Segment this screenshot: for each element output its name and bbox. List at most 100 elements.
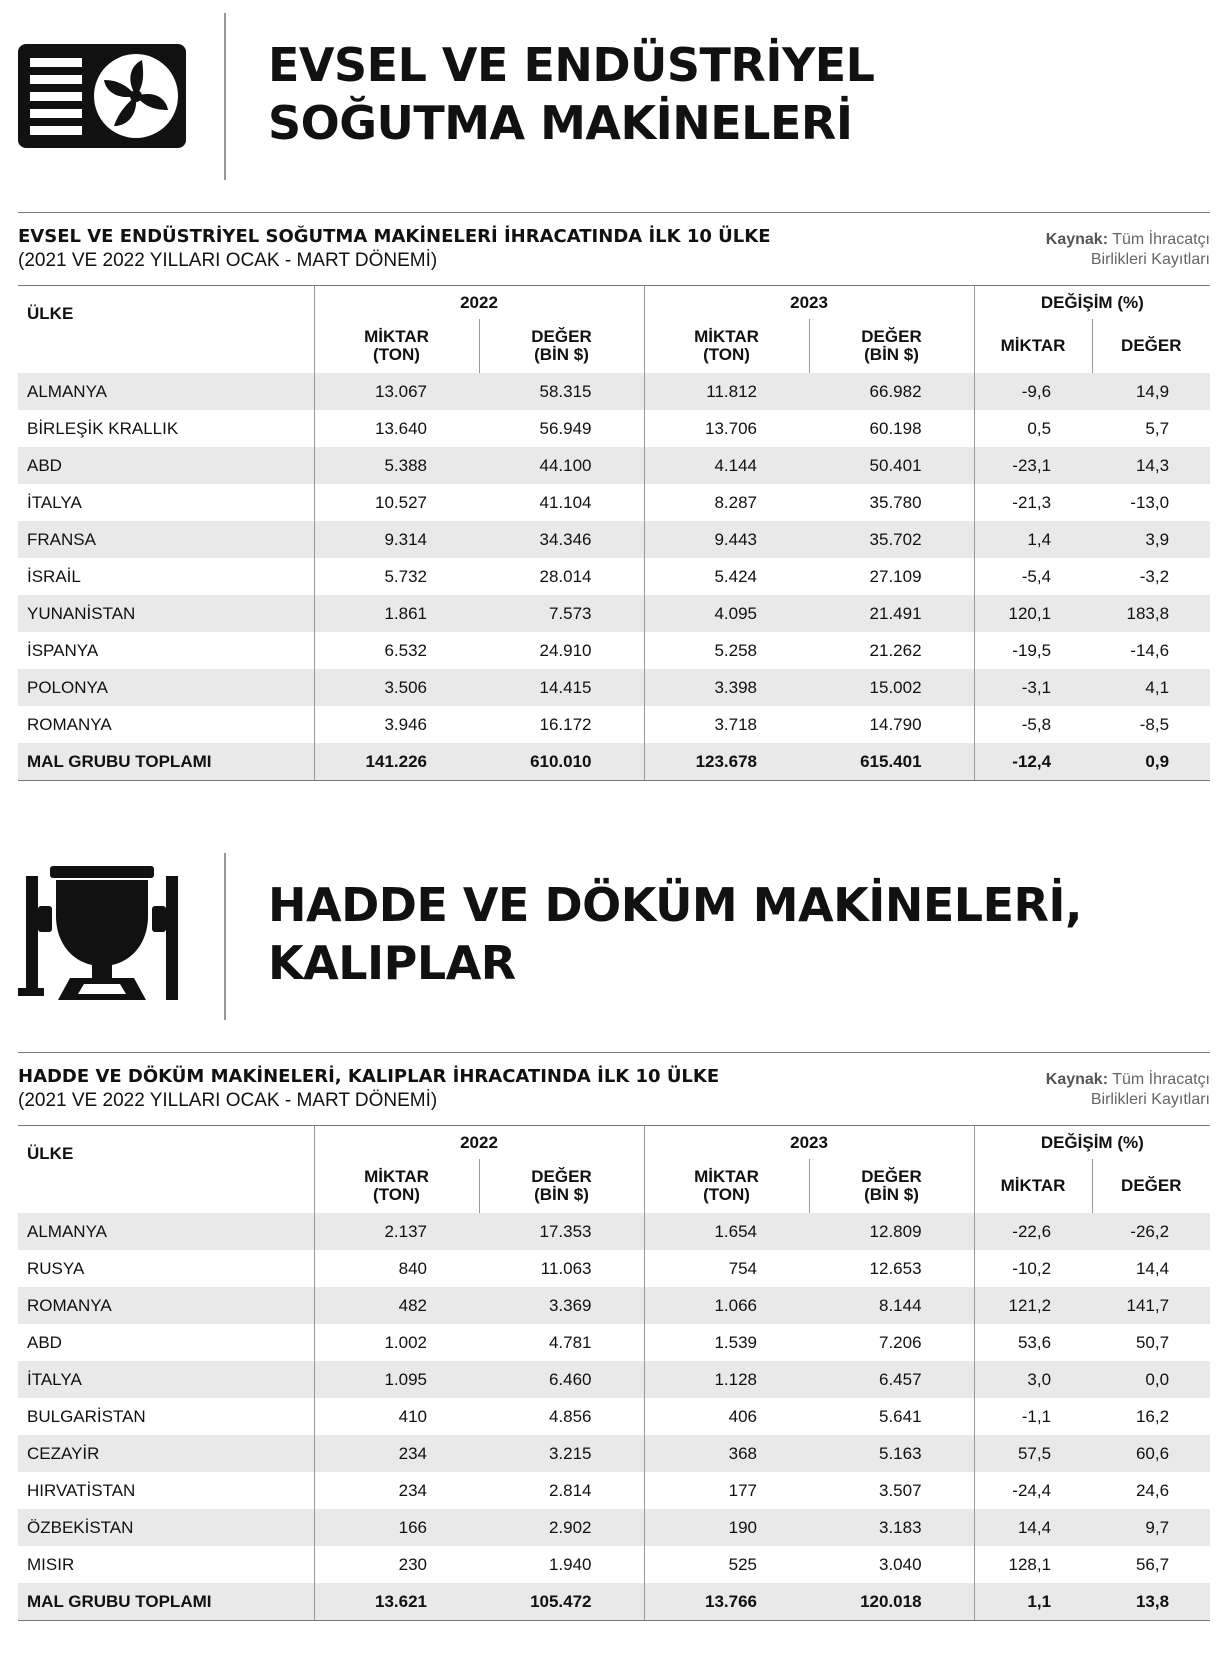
header-row: MİKTAR (TON) DEĞER (BİN $) MİKTAR (TON) DEĞ… [18, 319, 1211, 373]
country: İTALYA [18, 1361, 314, 1398]
table-row: İSPANYA 6.532 24.910 5.258 21.262 -19,5 -14,6 [18, 632, 1210, 669]
country: YUNANİSTAN [18, 595, 314, 632]
cell: 754 [643, 1250, 810, 1287]
cell: 53,6 [973, 1324, 1093, 1361]
cell: 1.095 [313, 1361, 479, 1398]
cell: 120.018 [809, 1583, 975, 1621]
cell: -8,5 [1139, 714, 1170, 734]
data-table: ÜLKE 2022 2023 DEĞİŞİM (%) MİKTAR (TON) DEĞER… [18, 285, 1211, 781]
cell: -5,8 [973, 706, 1093, 743]
cell: 14,3 [1092, 447, 1211, 484]
cell: 13.766 [643, 1583, 810, 1621]
cell: 16,2 [1135, 1406, 1170, 1426]
column-header: MİKTAR [973, 319, 1093, 373]
cell: -1,1 [973, 1398, 1093, 1435]
cell: 5.424 [643, 558, 810, 595]
cell: 5.258 [643, 632, 810, 669]
cell: 9.314 [313, 521, 479, 558]
table-title: HADDE VE DÖKÜM MAKİNELERİ, KALIPLAR İHRA… [18, 1066, 720, 1087]
cell: 14,9 [1092, 373, 1211, 410]
table-row: FRANSA 9.314 34.346 9.443 35.702 1,4 3,9 [18, 521, 1211, 558]
cell: 14.415 [479, 669, 645, 706]
source-label: Kaynak: [1045, 231, 1109, 248]
cell: 1.539 [643, 1324, 810, 1361]
table-row: HIRVATİSTAN 234 2.814 177 3.507 -24,4 24,6 [18, 1472, 1210, 1509]
column-header-text: MİKTAR (TON) [364, 327, 429, 364]
column-header: MİKTAR (TON) [643, 1159, 810, 1213]
cell: 11.812 [643, 373, 810, 410]
table-row: YUNANİSTAN 1.861 7.573 4.095 21.491 120,1 183,… [18, 595, 1211, 632]
cell: 482 [313, 1287, 479, 1324]
cell: 50,7 [1135, 1332, 1170, 1352]
cell: 13.640 [313, 410, 479, 447]
cell: 3.718 [643, 706, 810, 743]
group-header: 2022 [313, 1125, 645, 1159]
cell: 4.781 [548, 1332, 592, 1352]
cell: 141.226 [313, 743, 479, 781]
cell: 21.491 [809, 595, 975, 632]
table-row: İTALYA 10.527 41.104 8.287 35.780 -21,3 -13,0 [18, 484, 1210, 521]
country: MISIR [27, 1554, 75, 1574]
cell: 58.315 [479, 373, 645, 410]
rule [18, 212, 1210, 213]
column-header: MİKTAR [973, 1159, 1093, 1213]
source: Kaynak: Tüm İhracatçı Birlikleri Kayıtlar… [1046, 230, 1210, 270]
country: MAL GRUBU TOPLAMI [18, 743, 314, 781]
cell: -3,1 [973, 669, 1093, 706]
cell: 0,0 [1092, 1361, 1211, 1398]
table-row: ALMANYA 13.067 58.315 11.812 66.982 -9,6 14,9 [18, 373, 1211, 410]
section-title: EVSEL VE ENDÜSTRİYEL SOĞUTMA MAKİNELERİ [268, 36, 875, 152]
country: ALMANYA [18, 1213, 314, 1250]
cell: 368 [643, 1435, 810, 1472]
cell: 16.172 [539, 714, 592, 734]
group-header: DEĞİŞİM (%) [973, 1125, 1211, 1159]
cell: -10,2 [973, 1250, 1093, 1287]
cell: 7.206 [878, 1332, 922, 1352]
cell: 8.287 [643, 484, 810, 521]
cell: 35.780 [869, 492, 922, 512]
cell: 41.104 [539, 492, 592, 512]
column-header: DEĞER (BİN $) [478, 319, 645, 373]
cell: 4,1 [1092, 669, 1211, 706]
cell: 1.002 [313, 1324, 479, 1361]
group-header: 2023 [643, 285, 975, 319]
country: ABD [27, 1332, 62, 1352]
table-row: ROMANYA 482 3.369 1.066 8.144 121,2 141,7 [18, 1287, 1211, 1324]
country: RUSYA [27, 1258, 85, 1278]
column-header-text: MİKTAR [1000, 1176, 1066, 1195]
cell: 105.472 [479, 1583, 645, 1621]
cell: 121,2 [973, 1287, 1093, 1324]
cell: 13.706 [643, 410, 810, 447]
cell: 8.144 [809, 1287, 975, 1324]
table-subtitle: (2021 VE 2022 YILLARI OCAK - MART DÖNEMİ… [18, 250, 438, 271]
casting-icon [18, 866, 178, 1000]
cell: 1.654 [643, 1213, 810, 1250]
cell: 34.346 [479, 521, 645, 558]
cell: 5.163 [809, 1435, 975, 1472]
cell: 190 [643, 1509, 810, 1546]
cell: 60,6 [1092, 1435, 1211, 1472]
cell: 13,8 [1092, 1583, 1211, 1621]
cell: -3,2 [1139, 566, 1170, 586]
cell: 183,8 [1092, 595, 1211, 632]
table-row: ABD 5.388 44.100 4.144 50.401 -23,1 14,3 [18, 447, 1211, 484]
rule [18, 1052, 1210, 1053]
column-header: MİKTAR (TON) [643, 319, 810, 373]
cell: 177 [643, 1472, 810, 1509]
cell: 14.790 [869, 714, 922, 734]
cell: 9.443 [643, 521, 810, 558]
source-line: Birlikleri Kayıtları [1090, 251, 1210, 268]
cell: -5,4 [973, 558, 1093, 595]
source-text: Tüm İhracatçı [1112, 1071, 1210, 1088]
cell: 525 [643, 1546, 810, 1583]
cell: 1,1 [973, 1583, 1093, 1621]
table-row: ÖZBEKİSTAN 166 2.902 190 3.183 14,4 9,7 [18, 1509, 1211, 1546]
cell: 0,5 [973, 410, 1093, 447]
cell: 24.910 [539, 640, 592, 660]
cell: 44.100 [479, 447, 645, 484]
cell: 3.506 [313, 669, 479, 706]
table-row: CEZAYİR 234 3.215 368 5.163 57,5 60,6 [18, 1435, 1211, 1472]
source: Kaynak: Tüm İhracatçı Birlikleri Kayıtlar… [1046, 1070, 1210, 1110]
column-header: MİKTAR (TON) [313, 1159, 479, 1213]
